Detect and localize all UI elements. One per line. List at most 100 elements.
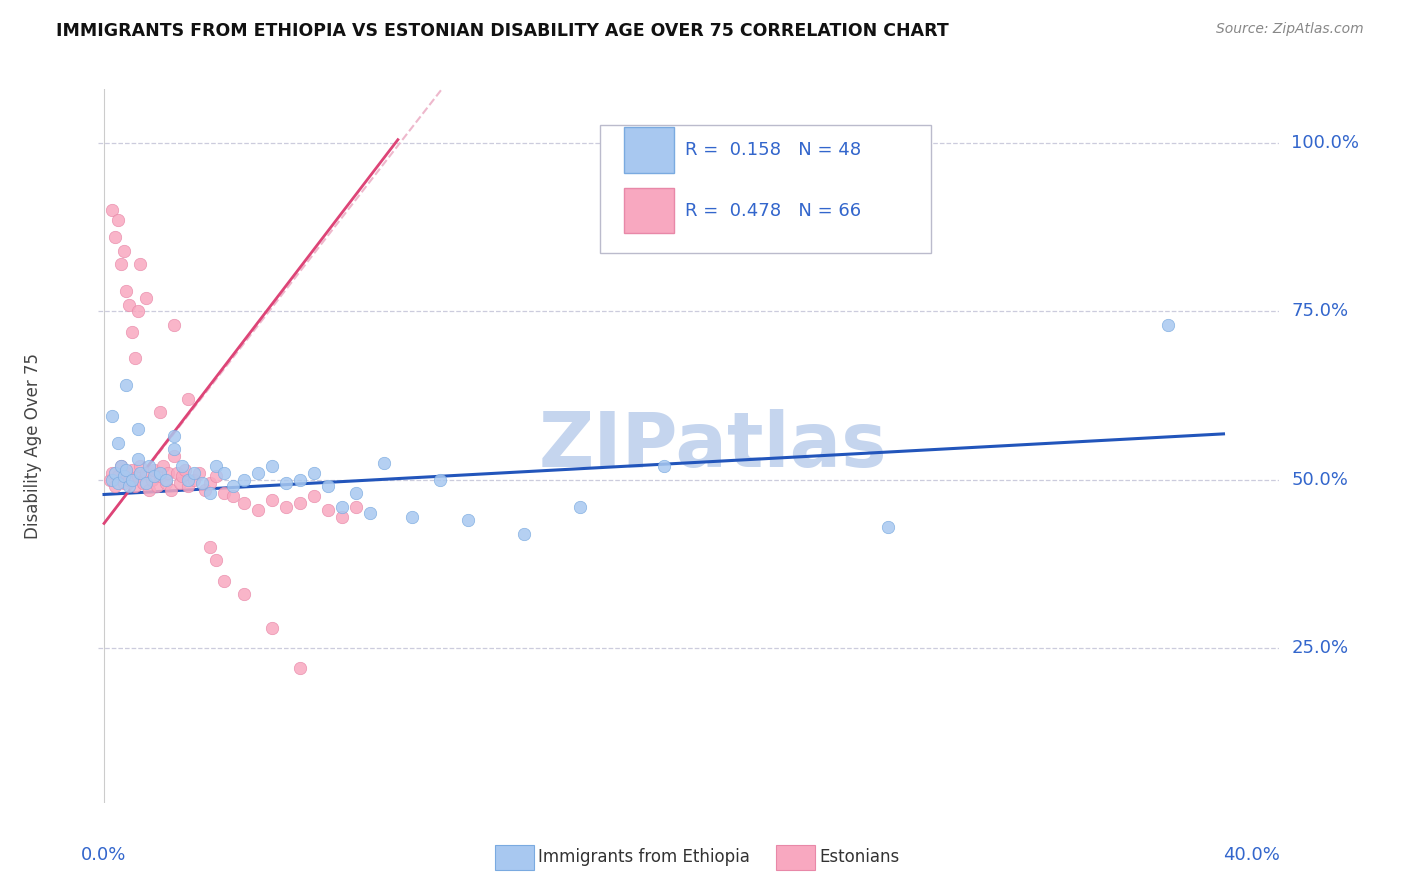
Point — [138, 483, 160, 497]
Point — [274, 500, 297, 514]
Point — [174, 462, 197, 476]
Point — [288, 496, 311, 510]
Point — [152, 459, 174, 474]
Point — [652, 459, 675, 474]
FancyBboxPatch shape — [624, 187, 673, 234]
Point — [124, 351, 146, 366]
Point — [330, 509, 353, 524]
Point — [155, 476, 177, 491]
FancyBboxPatch shape — [624, 127, 673, 173]
Point — [146, 479, 169, 493]
Point — [373, 456, 395, 470]
Point — [513, 526, 536, 541]
Point — [112, 469, 135, 483]
Point — [138, 459, 160, 474]
Point — [112, 476, 135, 491]
Point — [359, 506, 381, 520]
Point — [163, 318, 186, 332]
Point — [876, 520, 898, 534]
Point — [160, 483, 183, 497]
Point — [132, 476, 155, 491]
Point — [233, 587, 256, 601]
Point — [183, 473, 205, 487]
Point — [121, 462, 143, 476]
Text: Source: ZipAtlas.com: Source: ZipAtlas.com — [1216, 22, 1364, 37]
Point — [177, 473, 200, 487]
Point — [288, 473, 311, 487]
FancyBboxPatch shape — [600, 125, 931, 253]
Point — [246, 503, 269, 517]
Text: R =  0.478   N = 66: R = 0.478 N = 66 — [685, 202, 862, 219]
Point — [163, 429, 186, 443]
Text: IMMIGRANTS FROM ETHIOPIA VS ESTONIAN DISABILITY AGE OVER 75 CORRELATION CHART: IMMIGRANTS FROM ETHIOPIA VS ESTONIAN DIS… — [56, 22, 949, 40]
Point — [260, 492, 283, 507]
Text: 50.0%: 50.0% — [1291, 471, 1348, 489]
Point — [143, 469, 166, 483]
Point — [107, 469, 129, 483]
Point — [101, 473, 124, 487]
Point — [112, 244, 135, 258]
Point — [110, 459, 132, 474]
Point — [163, 449, 186, 463]
Point — [200, 476, 222, 491]
Point — [191, 476, 214, 491]
Text: Estonians: Estonians — [820, 848, 900, 866]
Point — [127, 469, 149, 483]
Point — [101, 203, 124, 218]
Point — [214, 466, 236, 480]
Point — [135, 476, 157, 491]
Point — [104, 466, 127, 480]
Point — [124, 479, 146, 493]
Point — [115, 462, 138, 476]
Text: ZIPatlas: ZIPatlas — [538, 409, 887, 483]
Point — [141, 473, 163, 487]
Point — [149, 469, 172, 483]
Point — [129, 459, 152, 474]
Point — [302, 490, 325, 504]
Point — [127, 452, 149, 467]
Point — [344, 486, 367, 500]
Point — [169, 476, 191, 491]
Point — [246, 466, 269, 480]
Point — [177, 392, 200, 406]
Point — [330, 500, 353, 514]
Point — [118, 298, 141, 312]
Point — [568, 500, 591, 514]
Point — [163, 442, 186, 457]
Point — [1156, 318, 1178, 332]
Point — [118, 479, 141, 493]
Point — [143, 462, 166, 476]
Point — [214, 486, 236, 500]
Point — [188, 466, 211, 480]
Point — [118, 473, 141, 487]
Text: Disability Age Over 75: Disability Age Over 75 — [24, 353, 42, 539]
Text: 40.0%: 40.0% — [1223, 846, 1279, 863]
Point — [233, 496, 256, 510]
Point — [129, 257, 152, 271]
Point — [429, 473, 451, 487]
Point — [107, 476, 129, 491]
Point — [344, 500, 367, 514]
Text: 100.0%: 100.0% — [1291, 134, 1360, 152]
Point — [401, 509, 423, 524]
Point — [260, 621, 283, 635]
Point — [107, 213, 129, 227]
Point — [205, 553, 228, 567]
Point — [121, 325, 143, 339]
Point — [214, 574, 236, 588]
Point — [260, 459, 283, 474]
Point — [110, 257, 132, 271]
Point — [233, 473, 256, 487]
Point — [157, 466, 180, 480]
Point — [115, 284, 138, 298]
Point — [457, 513, 479, 527]
Point — [149, 405, 172, 419]
Point — [121, 473, 143, 487]
Point — [302, 466, 325, 480]
Point — [135, 466, 157, 480]
Point — [127, 304, 149, 318]
Point — [110, 459, 132, 474]
Point — [200, 486, 222, 500]
Point — [205, 459, 228, 474]
Point — [205, 469, 228, 483]
